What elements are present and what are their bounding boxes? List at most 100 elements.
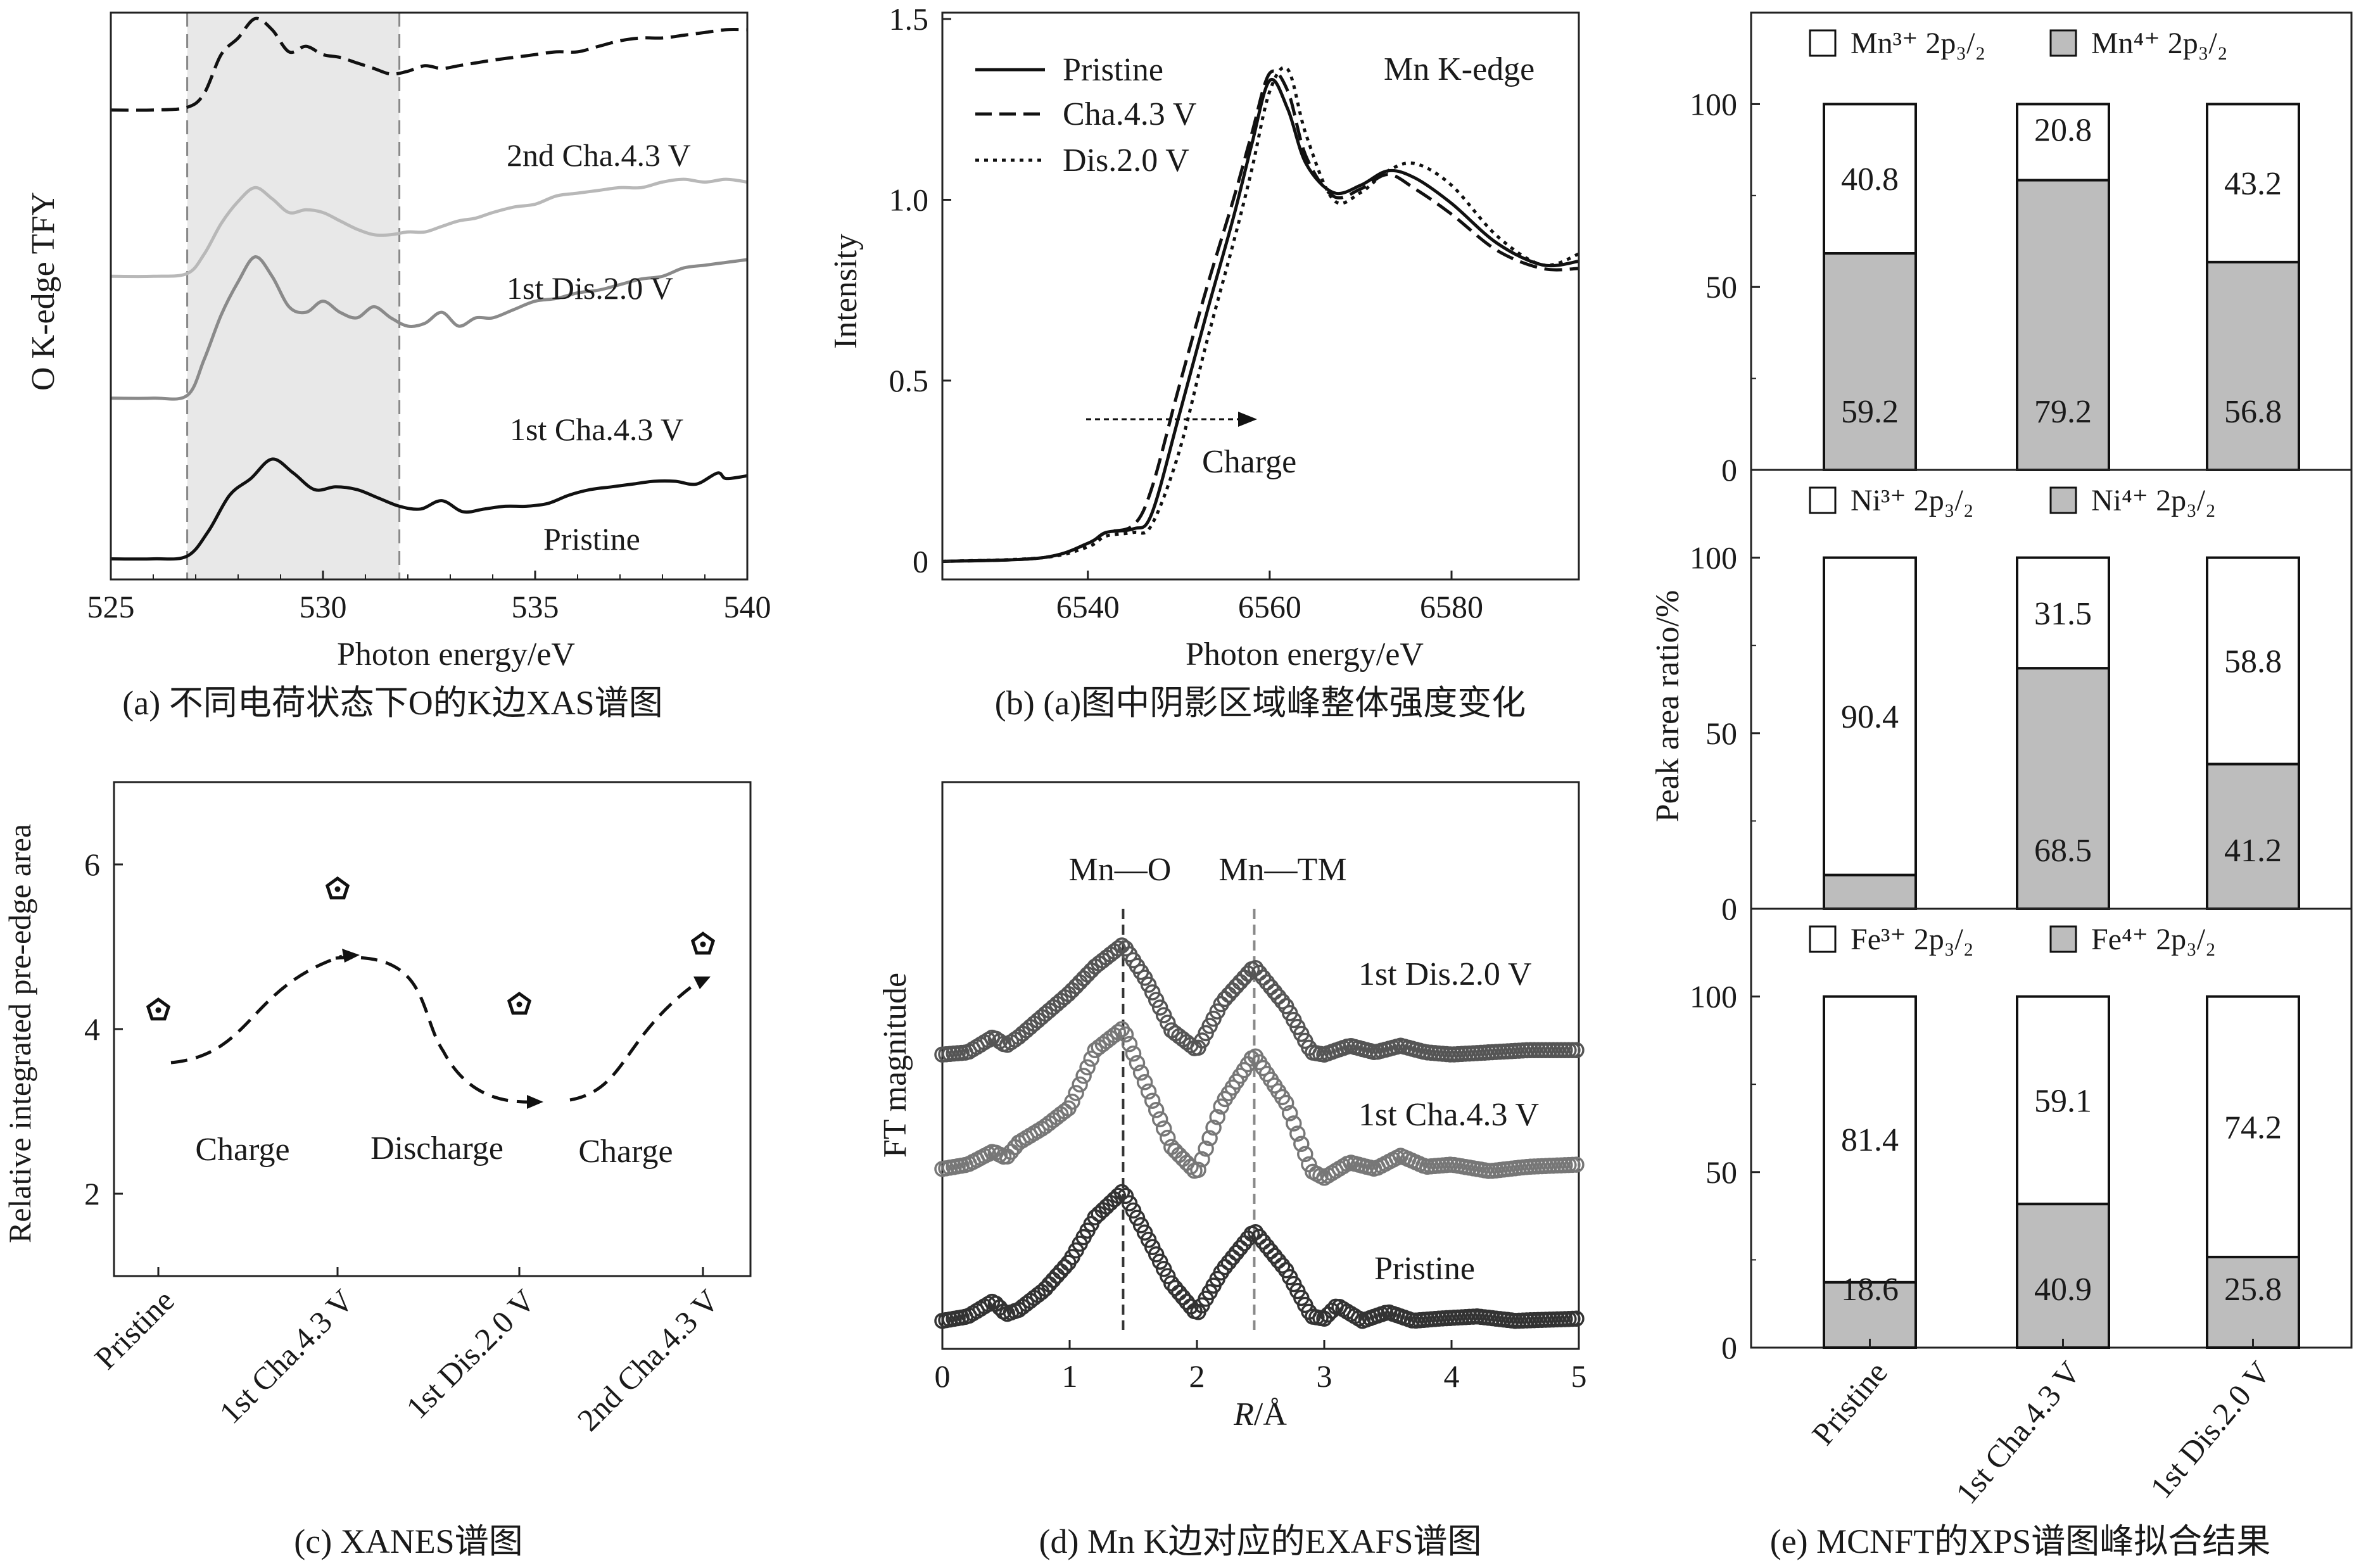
panel-d-point: [1053, 1263, 1069, 1280]
panel-e-ytick-label: 50: [1705, 1154, 1737, 1190]
panel-d-point: [1155, 1120, 1172, 1137]
panel-b-ytick-label: 1.0: [889, 182, 929, 217]
panel-d-point: [1068, 1085, 1084, 1101]
panel-d-point: [1045, 1272, 1061, 1288]
panel-e-legend-label-high: Ni⁴⁺ 2p₃/₂: [2091, 484, 2216, 517]
panel-d-point: [1274, 993, 1291, 1009]
panel-d-point: [1155, 1007, 1172, 1023]
panel-d-point: [1072, 974, 1088, 990]
panel-a-series-1st-cha-4-3-v: [110, 255, 748, 401]
panel-a-label-pristine: Pristine: [543, 521, 640, 557]
panel-a-label-2nd-cha: 2nd Cha.4.3 V: [507, 137, 691, 173]
panel-d-point: [1277, 1094, 1294, 1111]
panel-b-ytick-label: 0.5: [889, 363, 929, 398]
panel-d-point: [1083, 1051, 1099, 1067]
panel-d-point: [1286, 1115, 1302, 1132]
panel-a-xtick-label: 535: [512, 589, 559, 624]
panel-c-point-1st-cha-4-3-v: [325, 876, 350, 900]
legend-label-pristine: Pristine: [1063, 52, 1163, 88]
panel-b-series-dis-2-0-v: [942, 66, 1579, 563]
panel-d-point: [1293, 1135, 1310, 1153]
panel-e-legend-label-high: Fe⁴⁺ 2p₃/₂: [2091, 923, 2216, 956]
panel-d-ylabel: FT magnitude: [877, 973, 913, 1158]
panel-d-point: [1201, 1130, 1218, 1146]
panel-e-legend-swatch-low: [1809, 29, 1837, 57]
panel-d-point: [1125, 1045, 1142, 1062]
panel-b-charge-label: Charge: [1202, 444, 1296, 480]
panel-d-plot-frame: [941, 781, 1580, 1350]
panel-e-bar-label-high: 56.8: [2224, 394, 2282, 430]
panel-c-arrowhead-3: [693, 977, 711, 989]
panel-e-bar-label-low: 59.1: [2034, 1083, 2092, 1119]
panel-d-point: [1041, 1276, 1058, 1293]
panel-b-charge-arrowhead: [1238, 412, 1257, 427]
panel-d-point: [1568, 1042, 1585, 1059]
panel-d-point: [1075, 1068, 1092, 1084]
panel-b-ylabel: Intensity: [828, 234, 864, 349]
panel-e-bar-label-low: 31.5: [2034, 596, 2092, 632]
panel-d-point: [1113, 1184, 1130, 1201]
panel-a-series-pristine: [110, 457, 748, 561]
panel-d-point: [991, 1033, 1008, 1050]
panel-e-bar-segment-high: [2206, 1255, 2300, 1350]
panel-c-arrowhead-2: [527, 1095, 543, 1109]
panel-e-bar-label-high: 68.5: [2034, 833, 2092, 869]
panel-e: 0 50 100 Mn³⁺ 2p₃/₂ Mn⁴⁺ 2p₃/₂ 40.8 59.2 20.8 79…: [1690, 11, 2353, 1510]
panel-e-bar-label-low: 40.8: [1841, 161, 1899, 198]
panel-e-caption: (e) MCNFT的XPS谱图峰拟合结果: [1770, 1522, 2271, 1560]
panel-e-legend-swatch-low: [1809, 925, 1837, 953]
panel-e-bar-segment-low: [1823, 995, 1917, 1284]
panel-a-plot-frame: [110, 11, 749, 581]
panel-e-bar-label-low: 43.2: [2224, 166, 2282, 202]
panel-d-point: [1140, 1083, 1157, 1100]
panel-e-ytick-label: 50: [1705, 269, 1737, 305]
panel-e-xtick-label-pristine: Pristine: [1805, 1355, 1894, 1451]
panel-e-bar-segment-low: [1823, 556, 1917, 876]
panel-d-point: [1151, 1111, 1168, 1128]
panel-d-point: [1075, 970, 1092, 987]
panel-c-xtick-label-1st-dis-2-0-v: 1st Dis.2.0 V: [399, 1282, 542, 1426]
panel-c-ytick-label: 4: [84, 1011, 100, 1047]
panel-e-bar-label-low: 20.8: [2034, 112, 2092, 148]
panel-e-bar-mn-1st-cha-4-3-v: 20.8 79.2: [2016, 103, 2110, 471]
panel-c-xtick-label-2nd-cha-4-3-v: 2nd Cha.4.3 V: [571, 1282, 726, 1438]
panel-d-point: [1281, 1105, 1298, 1122]
panel-b-ytick-label: 0: [913, 543, 928, 579]
panel-c-stage-discharge: Discharge: [370, 1130, 503, 1167]
panel-c-ylabel: Relative integrated pre-edge area: [2, 824, 37, 1243]
panel-d-label-cha: 1st Cha.4.3 V: [1358, 1097, 1539, 1133]
panel-d-xtick-label: 2: [1189, 1358, 1205, 1394]
panel-c-point-2nd-cha-4-3-v: [690, 932, 716, 955]
panel-a-shaded-region: [187, 13, 400, 579]
panel-e-legend-swatch-high: [2049, 29, 2077, 57]
panel-e-bar-segment-high: [2206, 762, 2300, 910]
panel-d-point: [1175, 1151, 1191, 1167]
panel-e-subplot-mn: 0 50 100 Mn³⁺ 2p₃/₂ Mn⁴⁺ 2p₃/₂ 40.8 59.2 20.8 79…: [1690, 27, 2300, 488]
panel-e-subplot-ni: 0 50 100 Ni³⁺ 2p₃/₂ Ni⁴⁺ 2p₃/₂ 90.4 31.5 68.5 58…: [1690, 469, 2351, 926]
panel-d-series-pristine: [934, 1184, 1585, 1329]
panel-d-xtick-label: 3: [1317, 1358, 1332, 1394]
panel-d-point: [1232, 973, 1249, 990]
panel-c-trend-arrow-1: [170, 954, 343, 1065]
panel-d-point: [1171, 1146, 1187, 1163]
panel-c-trend-arrow-2: [335, 956, 539, 1104]
panel-c-point-1st-dis-2-0-v: [507, 991, 532, 1015]
panel-d-xtick-label: 1: [1062, 1358, 1078, 1394]
panel-d-point: [1198, 1141, 1214, 1157]
panel-d-point: [1148, 992, 1165, 1008]
panel-d-xlabel-variable: R: [1233, 1396, 1254, 1432]
panel-d-marker-label-mn-tm: Mn—TM: [1218, 852, 1346, 888]
panel-d-point: [1209, 1109, 1225, 1125]
panel-b-ytick-label: 1.5: [889, 1, 929, 37]
panel-e-xtick-label-1st-dis-2-0-v: 1st Dis.2.0 V: [2143, 1355, 2277, 1505]
panel-d-point: [1274, 1257, 1291, 1274]
panel-d-point: [1160, 1129, 1176, 1146]
panel-d-label-dis: 1st Dis.2.0 V: [1358, 956, 1532, 992]
panel-e-bar-segment-high: [1823, 252, 1917, 471]
panel-e-ytick-label: 50: [1705, 716, 1737, 751]
panel-d-point: [1228, 978, 1245, 995]
panel-c-point-center: [516, 1001, 522, 1008]
panel-b-caption: (b) (a)图中阴影区域峰整体强度变化: [995, 684, 1526, 722]
panel-e-ytick-label: 0: [1721, 891, 1737, 926]
panel-e-bar-label-high: 40.9: [2034, 1272, 2092, 1308]
